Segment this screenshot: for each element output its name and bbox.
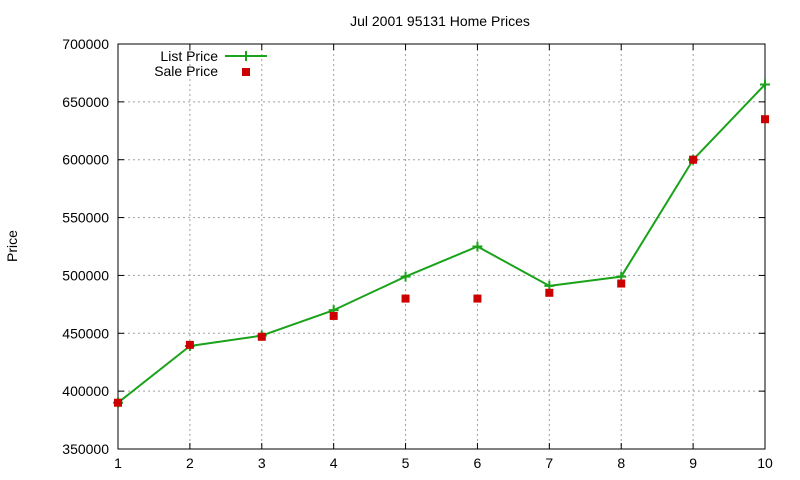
series-layer <box>113 79 770 408</box>
data-point-sale-price <box>185 340 194 349</box>
data-point-sale-price <box>761 115 769 124</box>
data-point-sale-price <box>114 398 122 407</box>
x-tick-label: 8 <box>617 455 625 471</box>
legend-label-sale-price: Sale Price <box>154 63 218 79</box>
y-tick-label: 700000 <box>62 36 109 52</box>
data-point-list-price <box>472 241 483 252</box>
x-tick-label: 9 <box>689 455 697 471</box>
y-tick-label: 500000 <box>62 267 109 283</box>
data-point-sale-price <box>689 155 698 164</box>
series-line-list-price <box>117 83 766 404</box>
legend-label-list-price: List Price <box>160 48 218 64</box>
chart-title: Jul 2001 95131 Home Prices <box>350 13 530 29</box>
y-axis-label: Price <box>4 230 20 262</box>
y-tick-label: 450000 <box>62 325 109 341</box>
y-tick-label: 550000 <box>62 210 109 226</box>
plot-area-border <box>117 43 766 450</box>
grid <box>118 44 765 449</box>
x-tick-label: 6 <box>474 455 482 471</box>
data-point-sale-price <box>329 311 338 320</box>
x-tick-label: 10 <box>757 455 773 471</box>
axes: 1 2 3 4 5 6 7 8 9 10 350000 400000 450000 500000 55000… <box>62 36 773 471</box>
data-point-sale-price <box>257 332 266 341</box>
data-point-list-price <box>400 271 411 282</box>
legend: List Price Sale Price <box>154 48 267 79</box>
data-point-sale-price <box>401 294 410 303</box>
y-tick-label: 650000 <box>62 94 109 110</box>
data-point-sale-price <box>545 288 554 297</box>
data-point-sale-price <box>617 279 626 288</box>
x-tick-label: 4 <box>330 455 338 471</box>
y-tick-label: 400000 <box>62 383 109 399</box>
x-tick-label: 7 <box>545 455 553 471</box>
legend-marker-list-price <box>241 51 251 61</box>
x-tick-label: 3 <box>258 455 266 471</box>
data-point-sale-price <box>473 294 482 303</box>
y-tick-label: 350000 <box>62 441 109 457</box>
x-tick-label: 1 <box>114 455 122 471</box>
data-point-list-price <box>760 79 770 90</box>
x-tick-label: 5 <box>402 455 410 471</box>
y-tick-label: 600000 <box>62 152 109 168</box>
x-tick-label: 2 <box>186 455 194 471</box>
legend-marker-sale-price <box>242 68 250 76</box>
